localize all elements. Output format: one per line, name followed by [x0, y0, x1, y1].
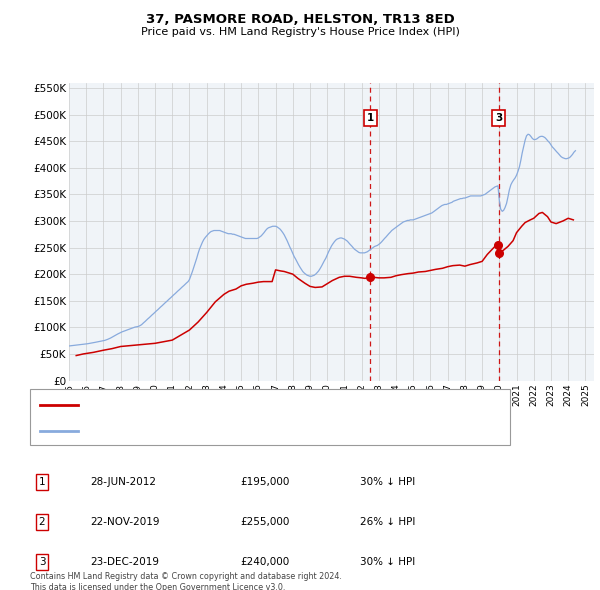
Text: 1: 1 [367, 113, 374, 123]
Text: 37, PASMORE ROAD, HELSTON, TR13 8ED: 37, PASMORE ROAD, HELSTON, TR13 8ED [146, 13, 454, 26]
Text: 3: 3 [495, 113, 502, 123]
Text: 23-DEC-2019: 23-DEC-2019 [90, 557, 159, 566]
Text: £240,000: £240,000 [240, 557, 289, 566]
FancyBboxPatch shape [30, 389, 510, 445]
Text: 3: 3 [38, 557, 46, 566]
Text: HPI: Average price, detached house, Cornwall: HPI: Average price, detached house, Corn… [85, 427, 308, 437]
Text: £255,000: £255,000 [240, 517, 289, 527]
Text: Contains HM Land Registry data © Crown copyright and database right 2024.
This d: Contains HM Land Registry data © Crown c… [30, 572, 342, 590]
Text: 2: 2 [38, 517, 46, 527]
Text: 30% ↓ HPI: 30% ↓ HPI [360, 557, 415, 566]
Text: 28-JUN-2012: 28-JUN-2012 [90, 477, 156, 487]
Text: 26% ↓ HPI: 26% ↓ HPI [360, 517, 415, 527]
Text: £195,000: £195,000 [240, 477, 289, 487]
Text: Price paid vs. HM Land Registry's House Price Index (HPI): Price paid vs. HM Land Registry's House … [140, 27, 460, 37]
Text: 30% ↓ HPI: 30% ↓ HPI [360, 477, 415, 487]
Text: 22-NOV-2019: 22-NOV-2019 [90, 517, 160, 527]
Text: 37, PASMORE ROAD, HELSTON, TR13 8ED (detached house): 37, PASMORE ROAD, HELSTON, TR13 8ED (det… [85, 400, 379, 410]
Text: 1: 1 [38, 477, 46, 487]
